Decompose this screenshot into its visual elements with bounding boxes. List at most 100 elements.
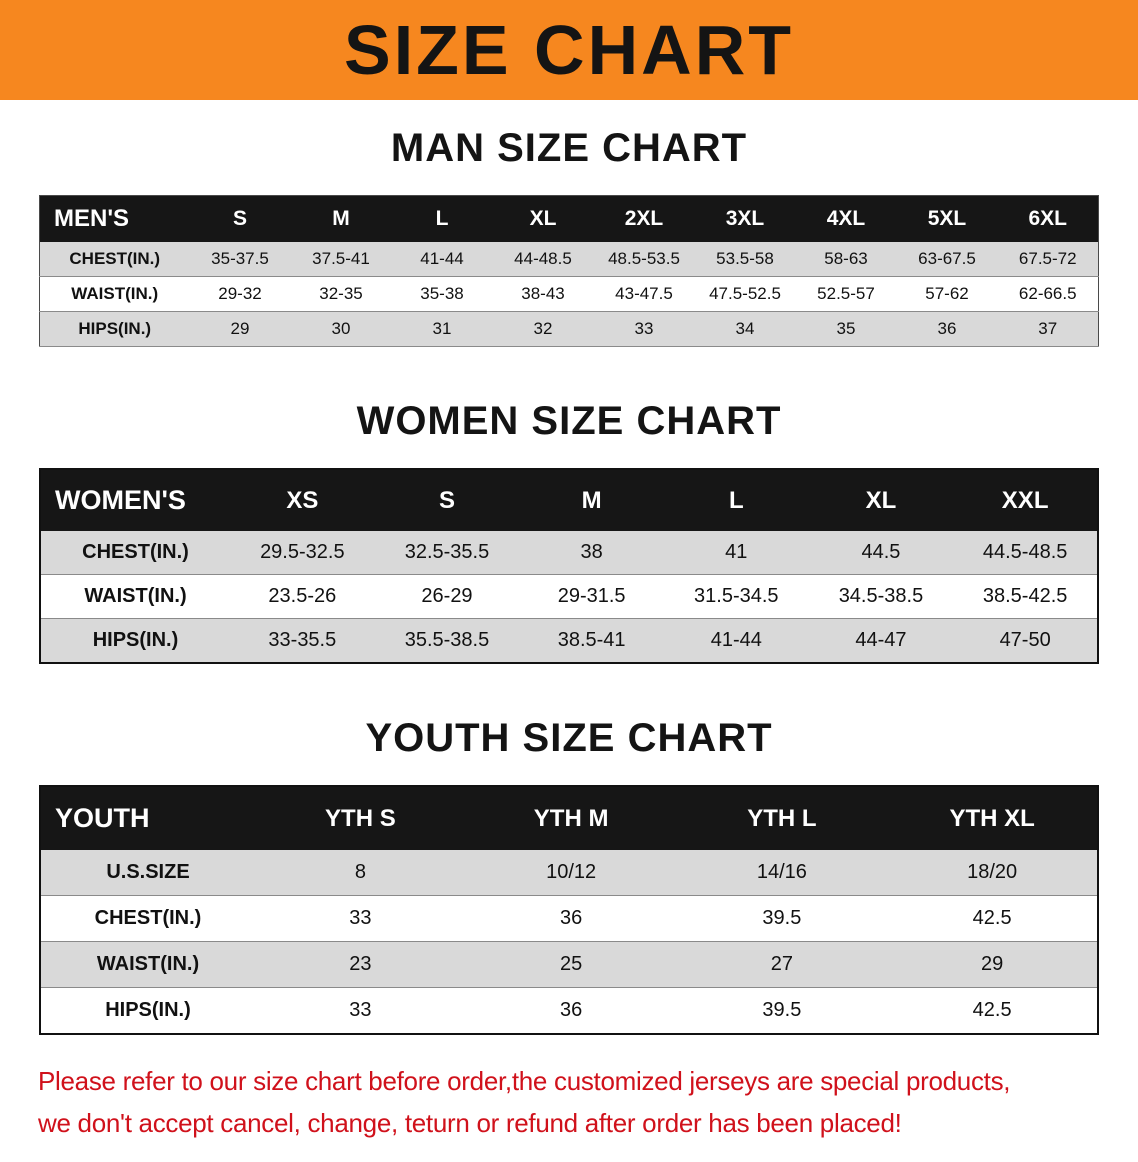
measurement-value: 29-32 xyxy=(218,284,262,303)
measurement-value: 42.5 xyxy=(972,907,1012,929)
measurement-value: 39.5 xyxy=(762,999,802,1021)
measurement-label: CHEST(IN.) xyxy=(94,907,202,929)
men-table-body: CHEST(IN.) 35-37.5 37.5-41 41-44 44-48.5 48.5… xyxy=(39,242,1099,347)
women-size-table: WOMEN'S XS S M L XL XXL CHEST(IN.) 29.5-32.5 32.5… xyxy=(39,468,1099,664)
measurement-value: 62-66.5 xyxy=(1018,284,1077,303)
women-table-title-cell: WOMEN'S xyxy=(40,469,230,531)
measurement-value: 52.5-57 xyxy=(817,284,875,303)
measurement-row: CHEST(IN.) 35-37.5 37.5-41 41-44 44-48.5 48.5… xyxy=(39,242,1099,277)
footer-note-line-2: we don't accept cancel, change, teturn o… xyxy=(38,1107,902,1138)
measurement-value: 18/20 xyxy=(967,861,1018,883)
size-column-header: 5XL xyxy=(896,195,998,242)
measurement-value: 29 xyxy=(230,319,250,338)
measurement-label: CHEST(IN.) xyxy=(69,249,161,268)
header-row: MEN'S S M L XL 2XL 3XL 4XL 5XL 6XL xyxy=(39,195,1099,242)
men-size-table: MEN'S S M L XL 2XL 3XL 4XL 5XL 6XL CHEST(IN.) 35-37… xyxy=(39,195,1099,347)
youth-table-body: U.S.SIZE 8 10/12 14/16 18/20 CHEST(IN.) 33 36 39… xyxy=(40,850,1098,1034)
size-column-header: M xyxy=(290,195,392,242)
measurement-value: 8 xyxy=(354,861,366,883)
measurement-value: 44.5 xyxy=(861,541,901,563)
size-column-header: 2XL xyxy=(593,195,695,242)
measurement-label: WAIST(IN.) xyxy=(96,953,200,975)
page-title: SIZE CHART xyxy=(344,11,794,89)
measurement-value: 67.5-72 xyxy=(1018,249,1077,268)
measurement-value: 30 xyxy=(331,319,351,338)
measurement-value: 44-48.5 xyxy=(514,249,572,268)
header-row: WOMEN'S XS S M L XL XXL xyxy=(40,469,1098,531)
footer-note: Please refer to our size chart before or… xyxy=(38,1065,1138,1162)
men-table-head: MEN'S S M L XL 2XL 3XL 4XL 5XL 6XL xyxy=(39,195,1099,242)
measurement-value: 53.5-58 xyxy=(716,249,774,268)
section-women: WOMEN SIZE CHART WOMEN'S XS S M L XL XXL CHEST(I… xyxy=(0,399,1138,664)
charts-container: MAN SIZE CHART MEN'S S M L XL 2XL 3XL 4XL 5XL 6XL C… xyxy=(0,126,1138,1035)
size-column-header: L xyxy=(663,469,809,531)
size-column-header: L xyxy=(391,195,493,242)
section-men: MAN SIZE CHART MEN'S S M L XL 2XL 3XL 4XL 5XL 6XL C… xyxy=(0,126,1138,347)
measurement-row: WAIST(IN.) 23 25 27 29 xyxy=(40,941,1098,988)
measurement-value: 32-35 xyxy=(319,284,363,303)
measurement-value: 41-44 xyxy=(710,629,762,651)
youth-table-title-cell: YOUTH xyxy=(40,786,255,850)
measurement-value: 29-31.5 xyxy=(557,585,626,607)
measurement-label: WAIST(IN.) xyxy=(71,284,159,303)
measurement-value: 58-63 xyxy=(824,249,868,268)
measurement-value: 31 xyxy=(432,319,452,338)
measurement-value: 32 xyxy=(533,319,553,338)
women-table-head: WOMEN'S XS S M L XL XXL xyxy=(40,469,1098,531)
measurement-row: CHEST(IN.) 33 36 39.5 42.5 xyxy=(40,895,1098,942)
size-column-header: XS xyxy=(230,469,375,531)
women-section-heading: WOMEN SIZE CHART xyxy=(356,399,782,443)
measurement-row: WAIST(IN.) 23.5-26 26-29 29-31.5 31.5-34.5 34… xyxy=(40,574,1098,619)
banner: SIZE CHART xyxy=(0,0,1138,100)
measurement-value: 33 xyxy=(349,907,372,929)
measurement-value: 63-67.5 xyxy=(918,249,976,268)
measurement-value: 26-29 xyxy=(421,585,473,607)
measurement-value: 42.5 xyxy=(972,999,1012,1021)
measurement-row: HIPS(IN.) 33 36 39.5 42.5 xyxy=(40,987,1098,1034)
size-column-header: YTH L xyxy=(676,786,888,850)
measurement-value: 36 xyxy=(560,999,583,1021)
measurement-value: 35-37.5 xyxy=(211,249,269,268)
measurement-value: 32.5-35.5 xyxy=(404,541,490,563)
size-column-header: XL xyxy=(808,469,954,531)
measurement-value: 41 xyxy=(725,541,748,563)
size-column-header: YTH S xyxy=(255,786,466,850)
measurement-value: 34.5-38.5 xyxy=(838,585,924,607)
measurement-value: 44-47 xyxy=(855,629,907,651)
measurement-value: 43-47.5 xyxy=(615,284,673,303)
measurement-value: 47-50 xyxy=(999,629,1051,651)
measurement-value: 10/12 xyxy=(546,861,597,883)
measurement-value: 38-43 xyxy=(521,284,565,303)
youth-size-table: YOUTH YTH S YTH M YTH L YTH XL U.S.SIZE 8 10/12… xyxy=(39,785,1099,1035)
measurement-value: 39.5 xyxy=(762,907,802,929)
footer-note-line-1: Please refer to our size chart before or… xyxy=(38,1066,1011,1096)
measurement-row: CHEST(IN.) 29.5-32.5 32.5-35.5 38 41 44.5 44.5… xyxy=(40,531,1098,575)
measurement-value: 47.5-52.5 xyxy=(709,284,781,303)
measurement-value: 23.5-26 xyxy=(268,585,337,607)
size-column-header: YTH M xyxy=(465,786,677,850)
size-column-header: XL xyxy=(492,195,594,242)
size-column-header: S xyxy=(189,195,291,242)
header-row: YOUTH YTH S YTH M YTH L YTH XL xyxy=(40,786,1098,850)
measurement-value: 33 xyxy=(349,999,372,1021)
measurement-value: 57-62 xyxy=(925,284,969,303)
measurement-value: 38.5-41 xyxy=(557,629,626,651)
measurement-value: 29.5-32.5 xyxy=(260,541,345,563)
youth-table-head: YOUTH YTH S YTH M YTH L YTH XL xyxy=(40,786,1098,850)
measurement-value: 38.5-42.5 xyxy=(982,585,1068,607)
measurement-value: 34 xyxy=(735,319,755,338)
measurement-value: 23 xyxy=(349,953,372,975)
women-table-body: CHEST(IN.) 29.5-32.5 32.5-35.5 38 41 44.5 44.5… xyxy=(40,531,1098,663)
measurement-value: 38 xyxy=(580,541,603,563)
measurement-value: 31.5-34.5 xyxy=(694,585,779,607)
measurement-value: 33-35.5 xyxy=(268,629,337,651)
measurement-value: 35.5-38.5 xyxy=(404,629,490,651)
size-column-header: 6XL xyxy=(997,195,1099,242)
measurement-value: 29 xyxy=(981,953,1004,975)
measurement-value: 14/16 xyxy=(756,861,807,883)
measurement-value: 35-38 xyxy=(420,284,464,303)
measurement-value: 44.5-48.5 xyxy=(982,541,1068,563)
measurement-value: 25 xyxy=(560,953,583,975)
measurement-row: U.S.SIZE 8 10/12 14/16 18/20 xyxy=(40,850,1098,896)
